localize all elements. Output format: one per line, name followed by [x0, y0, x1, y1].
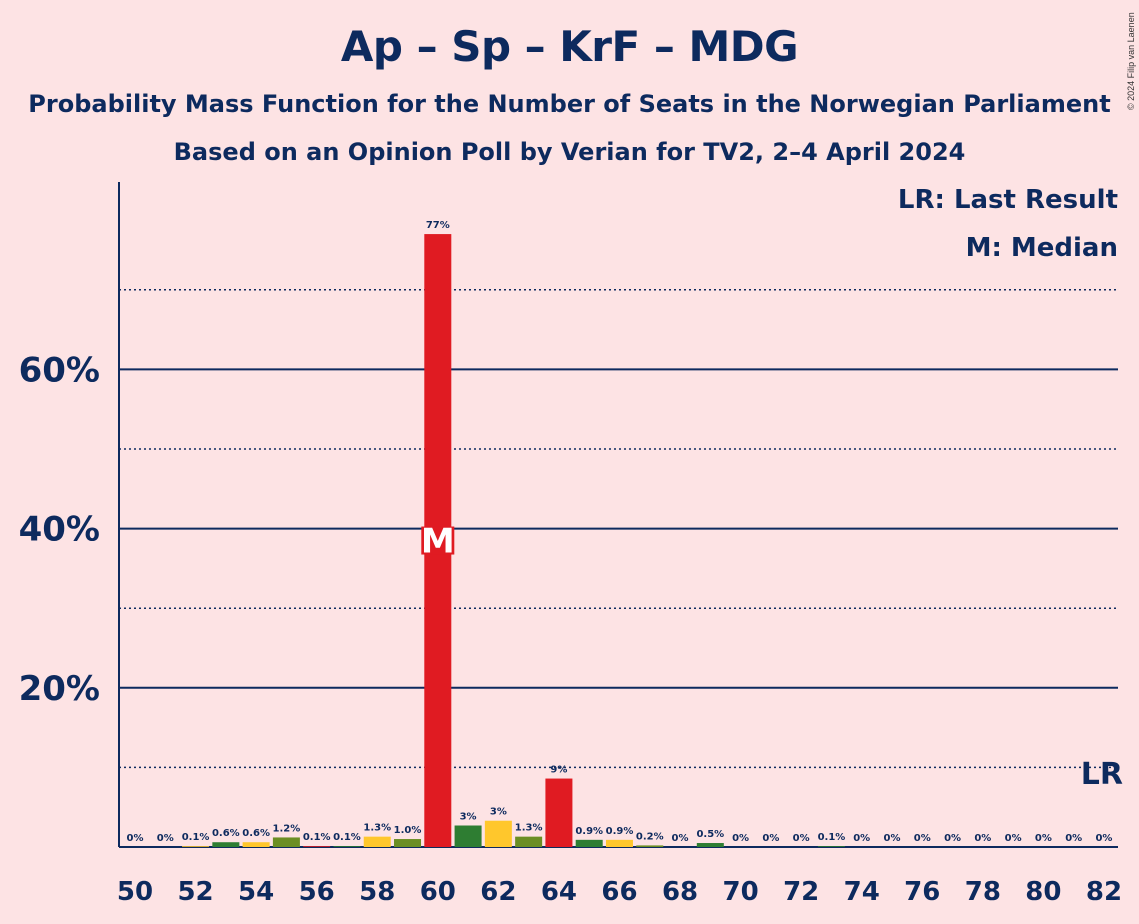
data-label: 0%	[1095, 833, 1112, 844]
bar-seat-62	[484, 820, 512, 847]
data-label: 0.9%	[575, 826, 603, 837]
bar-seat-66	[605, 839, 633, 847]
data-label: 0.1%	[303, 832, 331, 843]
bar-seat-67	[636, 845, 664, 847]
x-tick-label: 50	[117, 877, 153, 907]
data-label: 0.2%	[636, 831, 664, 842]
x-tick-label: 70	[723, 877, 759, 907]
data-label: 0.6%	[242, 828, 270, 839]
bar-seat-59	[394, 839, 422, 847]
data-label: 0%	[1035, 833, 1052, 844]
data-label: 0%	[1005, 833, 1022, 844]
x-tick-label: 52	[177, 877, 213, 907]
chart-title: Ap – Sp – KrF – MDG	[340, 22, 799, 71]
x-tick-label: 72	[783, 877, 819, 907]
data-label: 0.5%	[696, 829, 724, 840]
data-label: 0%	[1065, 833, 1082, 844]
bar-seat-63	[515, 836, 543, 847]
bar-seat-65	[575, 839, 603, 847]
bar-seat-58	[363, 836, 391, 847]
chart-subtitle: Probability Mass Function for the Number…	[28, 90, 1111, 118]
legend-last-result: LR: Last Result	[897, 185, 1118, 215]
gridlines	[118, 182, 1118, 848]
data-label: 0.1%	[818, 832, 846, 843]
x-tick-label: 82	[1086, 877, 1122, 907]
data-label: 0.1%	[333, 832, 361, 843]
x-tick-label: 54	[238, 877, 274, 907]
x-tick-label: 58	[359, 877, 395, 907]
bar-seat-53	[212, 842, 240, 847]
data-label: 0%	[974, 833, 991, 844]
bar-seat-56	[303, 846, 331, 847]
bar-seat-64	[545, 778, 573, 847]
data-label: 0%	[853, 833, 870, 844]
data-label: 0.6%	[212, 828, 240, 839]
bar-seat-57	[333, 846, 361, 847]
data-label: 0%	[884, 833, 901, 844]
y-tick-label: 40%	[19, 510, 100, 550]
x-axis-ticks: 50 52 54 56 58 60 62 64 66 68 70 72 74 76 78 80 82	[117, 877, 1122, 907]
bar-seat-73	[817, 846, 845, 847]
x-tick-label: 64	[541, 877, 577, 907]
median-marker-bg	[421, 526, 455, 555]
bar-seat-69	[696, 843, 724, 847]
x-tick-label: 68	[662, 877, 698, 907]
y-tick-label: 60%	[19, 350, 100, 390]
data-label: 1.0%	[394, 825, 422, 836]
last-result-marker: LR	[1081, 757, 1123, 792]
x-tick-label: 56	[299, 877, 335, 907]
data-label: 0.1%	[182, 832, 210, 843]
markers: M LR	[421, 522, 1123, 792]
data-label: 0%	[672, 833, 689, 844]
data-label: 1.3%	[363, 823, 391, 834]
legend-median: M: Median	[965, 233, 1118, 263]
data-label: 3%	[490, 807, 507, 818]
data-label: 0%	[793, 833, 810, 844]
data-labels: 0% 0% 0.1% 0.6% 0.6% 1.2%0.1% 0.1%1.3% 1.0%77%3…	[127, 220, 1113, 844]
bar-seat-54	[242, 842, 270, 847]
data-label: 0%	[944, 833, 961, 844]
x-tick-label: 78	[965, 877, 1001, 907]
x-tick-label: 74	[844, 877, 880, 907]
x-tick-label: 66	[601, 877, 637, 907]
y-axis-ticks: 20% 40% 60%	[19, 350, 100, 708]
bars	[182, 234, 845, 847]
x-tick-label: 76	[904, 877, 940, 907]
bar-seat-61	[454, 825, 482, 847]
data-label: 0%	[762, 833, 779, 844]
median-marker: M	[421, 522, 455, 562]
x-tick-label: 62	[480, 877, 516, 907]
data-label: 0%	[914, 833, 931, 844]
data-label: 1.3%	[515, 823, 543, 834]
y-tick-label: 20%	[19, 669, 100, 709]
bar-seat-52	[182, 846, 210, 847]
data-label: 77%	[426, 220, 450, 231]
x-tick-label: 80	[1025, 877, 1061, 907]
data-label: 0%	[157, 833, 174, 844]
bar-seat-55	[272, 837, 300, 847]
data-label: 3%	[460, 812, 477, 823]
data-label: 0%	[127, 833, 144, 844]
data-label: 1.2%	[273, 823, 301, 834]
chart-source: Based on an Opinion Poll by Verian for T…	[173, 138, 966, 166]
data-label: 0.9%	[606, 826, 634, 837]
data-label: 0%	[732, 833, 749, 844]
data-label: 9%	[550, 765, 567, 776]
x-tick-label: 60	[420, 877, 456, 907]
